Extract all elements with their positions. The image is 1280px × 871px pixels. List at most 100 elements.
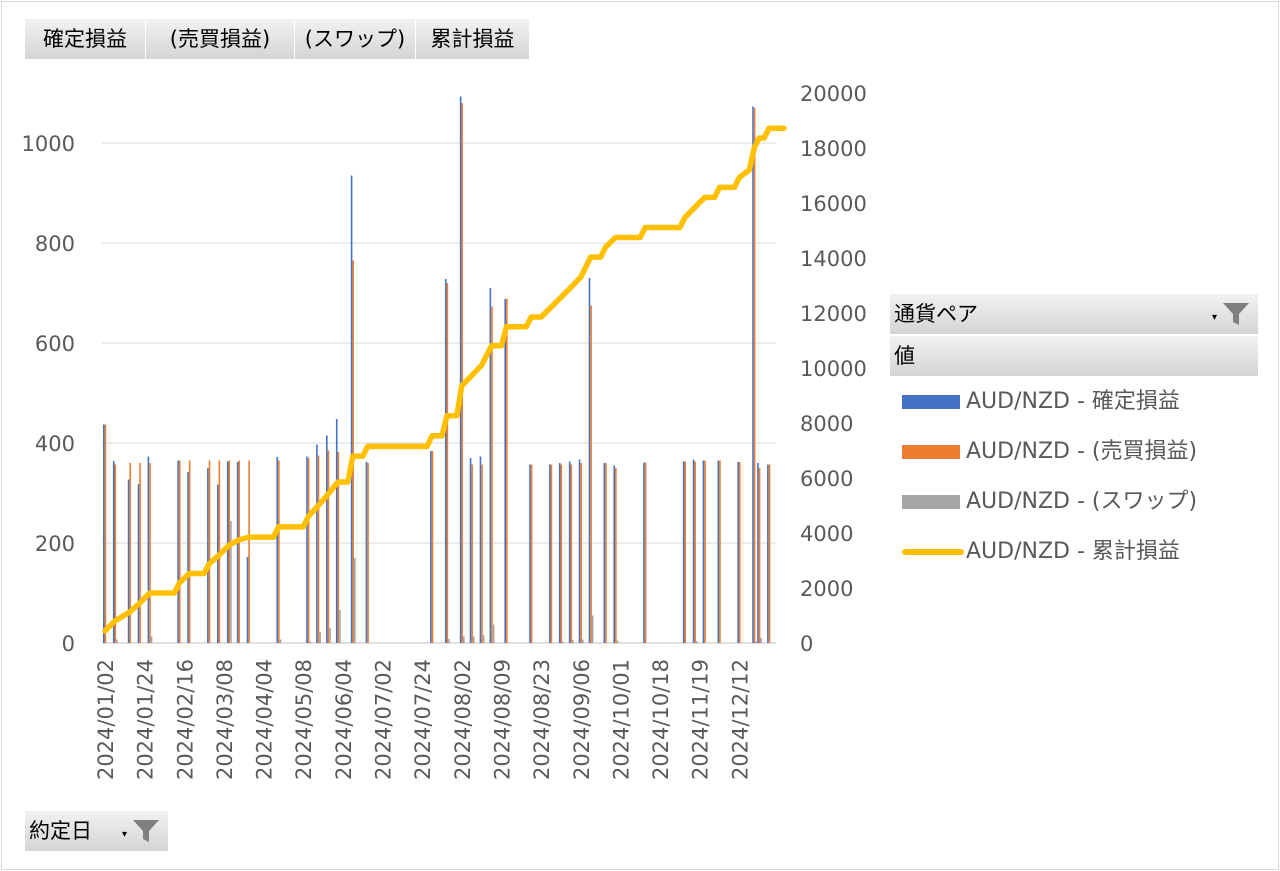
bar-trade (615, 468, 617, 643)
bar-trade (738, 462, 741, 643)
cumulative-line (102, 125, 787, 634)
values-header: 値 (890, 336, 1258, 376)
trade-date-filter[interactable]: 約定日 ▾ (25, 811, 168, 851)
bar-confirmed (246, 557, 249, 643)
y-left-tick-label: 0 (62, 632, 75, 656)
x-tick-label: 2024/07/02 (372, 659, 396, 780)
y-left-tick-label: 1000 (22, 132, 75, 156)
bar-trade (704, 460, 706, 643)
bar-swap (482, 635, 485, 643)
legend-label: AUD/NZD - 確定損益 (966, 389, 1180, 414)
bar-trade (590, 305, 592, 643)
bar-trade (129, 463, 131, 643)
bar-swap (492, 624, 495, 643)
bar-confirmed (147, 456, 150, 643)
currency-pair-label: 通貨ペア (894, 302, 978, 326)
bar-trade (337, 452, 340, 643)
bar-trade (580, 463, 582, 643)
bar-confirmed (112, 461, 115, 643)
dropdown-arrow-icon[interactable]: ▾ (1212, 312, 1218, 323)
bar-confirmed (504, 299, 507, 643)
legend-label: AUD/NZD - (売買損益) (966, 439, 1198, 464)
x-tick-label: 2024/10/01 (609, 659, 633, 780)
field-button-swap[interactable]: (スワップ) (295, 19, 416, 59)
bar-swap (309, 641, 311, 643)
bar-trade (178, 460, 181, 643)
bar-confirmed (207, 468, 209, 643)
bar-swap (353, 558, 356, 643)
y-left-tick-label: 400 (35, 432, 75, 456)
x-tick-label: 2024/06/04 (332, 659, 356, 780)
bar-trade (238, 460, 241, 643)
bar-confirmed (430, 451, 432, 643)
bar-trade (352, 260, 354, 643)
x-tick-label: 2024/08/02 (451, 659, 475, 780)
bar-trade (446, 283, 449, 643)
bar-trade (471, 464, 473, 643)
cumulative-line-series (102, 125, 787, 634)
bar-confirmed (365, 462, 368, 643)
bar-swap (472, 636, 475, 643)
bar-trade (644, 462, 647, 643)
bar-trade (530, 464, 533, 643)
bar-confirmed (226, 461, 229, 643)
x-tick-label: 2024/11/19 (689, 659, 713, 780)
bar-confirmed (757, 463, 759, 643)
bar-confirmed (717, 460, 720, 643)
bar-confirmed (350, 175, 353, 643)
x-tick-label: 2024/08/23 (530, 659, 554, 780)
legend-swatch-blue (902, 395, 960, 409)
field-button-cumulative-pnl[interactable]: 累計損益 (416, 19, 530, 59)
bar-confirmed (568, 461, 571, 643)
bar-trade (149, 463, 151, 643)
field-button-confirmed-pnl[interactable]: 確定損益 (25, 19, 146, 59)
legend-swatch-orange (902, 445, 960, 459)
dropdown-arrow-icon[interactable]: ▾ (122, 829, 128, 840)
bar-swap (591, 615, 594, 643)
bar-confirmed (737, 462, 739, 643)
bar-confirmed (682, 461, 685, 643)
bar-confirmed (643, 462, 645, 643)
y-right-tick-label: 18000 (800, 137, 867, 161)
bar-trade (491, 306, 493, 643)
bar-trade (104, 424, 107, 643)
field-button-trade-pnl[interactable]: (売買損益) (146, 19, 295, 59)
y-right-tick-label: 12000 (800, 302, 867, 326)
bar-swap (319, 632, 321, 643)
y-right-tick-label: 16000 (800, 192, 867, 216)
filter-icon[interactable] (1222, 302, 1250, 326)
y-right-tick-label: 4000 (800, 522, 853, 546)
currency-pair-filter[interactable]: 通貨ペア ▾ (890, 294, 1258, 334)
y-right-tick-label: 20000 (800, 82, 867, 106)
trade-date-label: 約定日 (29, 819, 92, 843)
bar-confirmed (588, 278, 591, 643)
bar-swap (230, 521, 232, 643)
y-left-tick-label: 800 (35, 232, 75, 256)
bar-trade (307, 458, 310, 643)
bar-confirmed (444, 279, 447, 643)
bar-trade (719, 460, 721, 643)
bar-swap (695, 641, 698, 643)
bar-swap (755, 641, 758, 643)
filter-icon[interactable] (132, 819, 160, 843)
bar-trade (605, 463, 607, 643)
bar-confirmed (702, 460, 705, 643)
bar-swap (760, 638, 762, 643)
bar-swap (581, 639, 584, 643)
legend-label: AUD/NZD - 累計損益 (966, 539, 1180, 564)
bar-trade (753, 108, 756, 643)
bar-confirmed (177, 460, 179, 643)
x-tick-label: 2024/01/02 (94, 659, 118, 780)
bar-confirmed (752, 106, 754, 643)
bar-confirmed (767, 464, 769, 643)
x-tick-label: 2024/04/04 (253, 659, 277, 780)
bar-swap (279, 639, 282, 643)
y-right-tick-label: 8000 (800, 412, 853, 436)
bar-confirmed (613, 465, 616, 643)
bar-confirmed (216, 484, 219, 643)
bar-swap (616, 640, 619, 643)
y-right-tick-label: 14000 (800, 247, 867, 271)
bar-trade (694, 461, 696, 643)
